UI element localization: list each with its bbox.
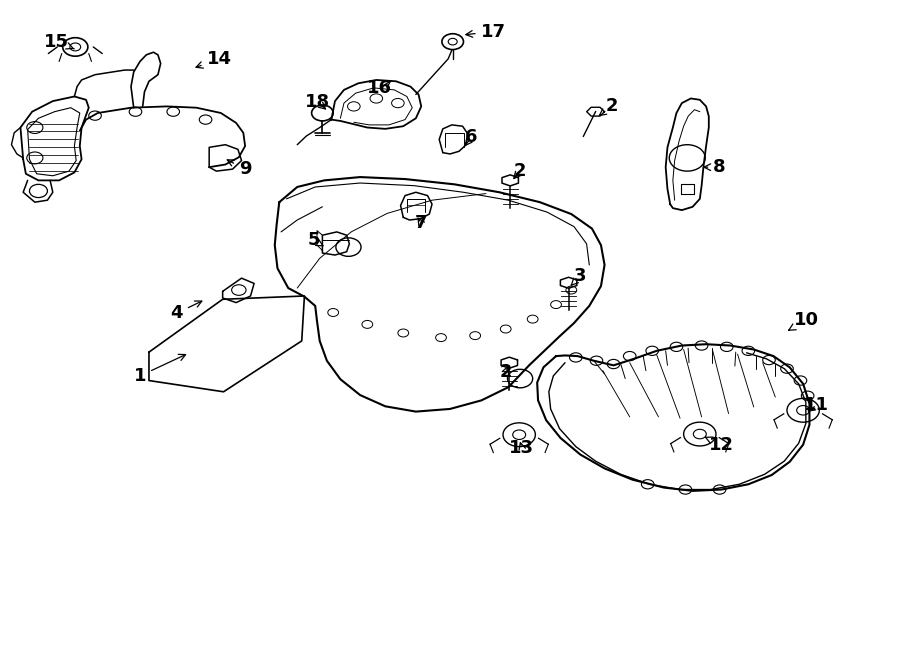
Text: 4: 4	[171, 301, 202, 322]
Text: 3: 3	[572, 267, 587, 285]
Text: 2: 2	[514, 162, 526, 180]
Text: 5: 5	[307, 232, 323, 250]
Text: 6: 6	[465, 128, 478, 146]
Text: 8: 8	[704, 158, 726, 176]
Text: 9: 9	[228, 160, 251, 178]
Text: 2: 2	[500, 363, 512, 381]
Text: 18: 18	[304, 93, 329, 111]
Text: 14: 14	[196, 50, 231, 68]
Text: 16: 16	[367, 79, 392, 97]
Text: 17: 17	[466, 23, 506, 41]
Text: 15: 15	[44, 32, 75, 51]
Text: 2: 2	[599, 97, 618, 115]
Text: 11: 11	[804, 396, 829, 414]
Text: 10: 10	[788, 310, 819, 330]
Text: 7: 7	[415, 214, 428, 232]
Text: 13: 13	[509, 439, 535, 457]
Text: 12: 12	[706, 436, 734, 453]
Text: 1: 1	[134, 354, 185, 385]
